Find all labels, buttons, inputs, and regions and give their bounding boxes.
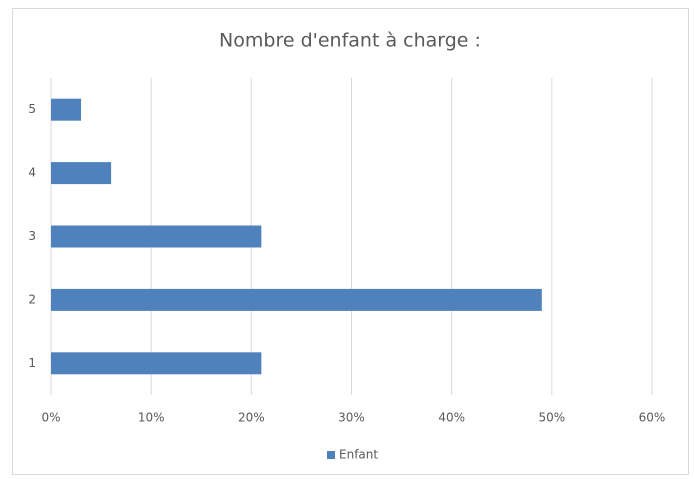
- y-tick-label: 4: [28, 166, 36, 180]
- legend-swatch: [327, 451, 335, 459]
- legend-label: Enfant: [339, 448, 378, 462]
- bar: [51, 162, 112, 185]
- x-tick-label: 10%: [138, 411, 165, 425]
- x-tick-label: 40%: [438, 411, 465, 425]
- bar: [51, 352, 262, 375]
- y-tick-label: 2: [28, 292, 36, 306]
- x-tick-label: 30%: [338, 411, 365, 425]
- x-tick-label: 60%: [639, 411, 666, 425]
- x-tick-label: 20%: [238, 411, 265, 425]
- y-tick-label: 5: [28, 102, 36, 116]
- bar: [51, 225, 262, 248]
- y-tick-label: 1: [28, 356, 36, 370]
- x-tick-label: 50%: [538, 411, 565, 425]
- bar: [51, 98, 82, 121]
- bar: [51, 288, 542, 311]
- x-tick-label: 0%: [41, 411, 60, 425]
- chart-title: Nombre d'enfant à charge :: [219, 30, 481, 52]
- y-tick-label: 3: [28, 229, 36, 243]
